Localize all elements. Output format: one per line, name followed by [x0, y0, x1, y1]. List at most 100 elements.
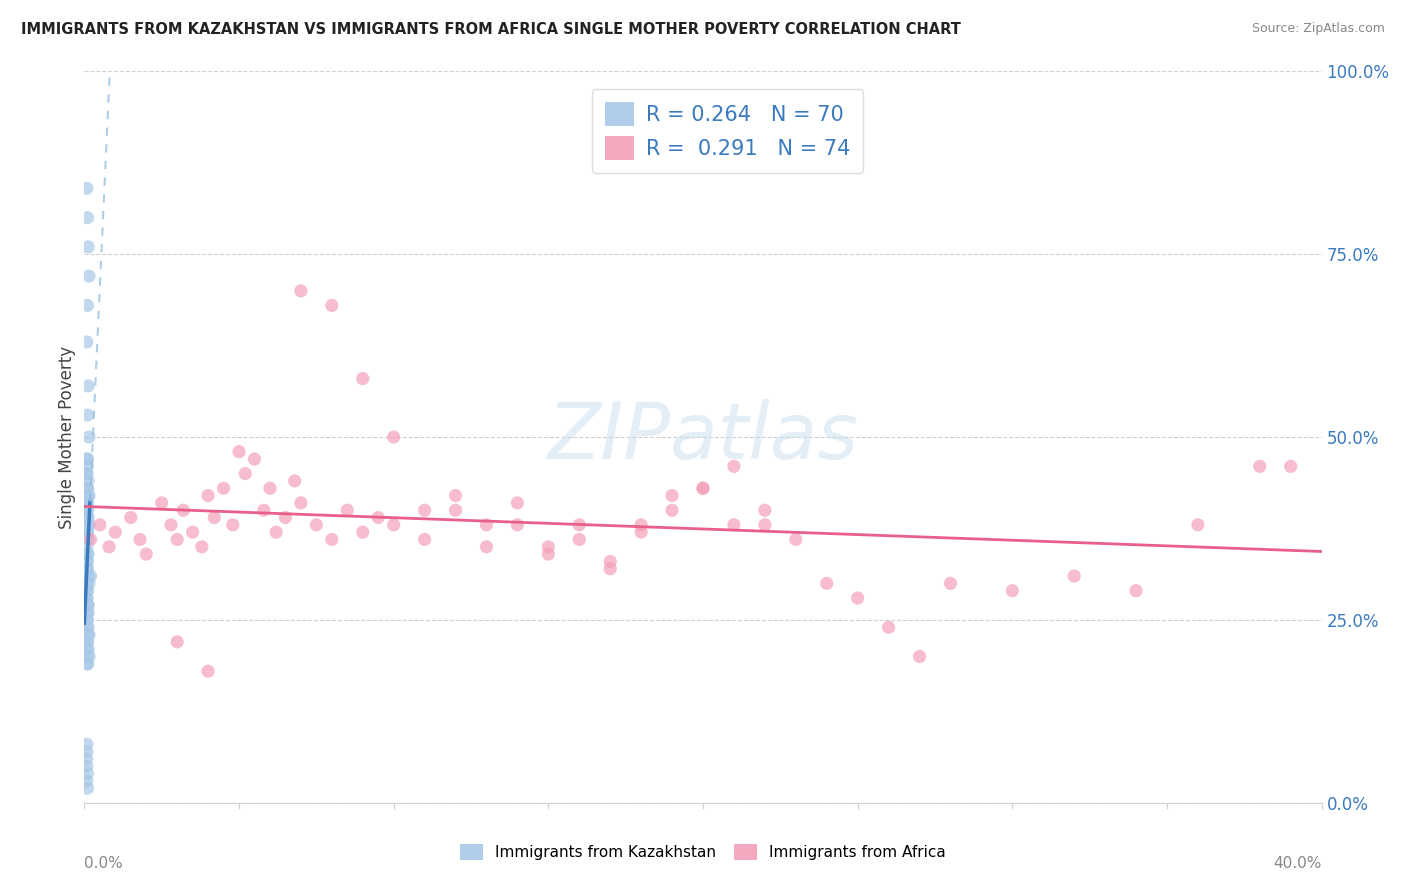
Point	[77, 240, 100, 254]
Point	[692, 481, 714, 495]
Point	[77, 379, 100, 393]
Point	[166, 533, 188, 547]
Point	[76, 525, 98, 540]
Point	[243, 452, 266, 467]
Point	[76, 540, 98, 554]
Point	[475, 517, 498, 532]
Point	[76, 211, 98, 225]
Point	[1279, 459, 1302, 474]
Point	[76, 298, 98, 312]
Point	[166, 635, 188, 649]
Point	[76, 591, 98, 605]
Point	[89, 517, 111, 532]
Point	[76, 562, 98, 576]
Text: Source: ZipAtlas.com: Source: ZipAtlas.com	[1251, 22, 1385, 36]
Point	[785, 533, 807, 547]
Point	[259, 481, 281, 495]
Point	[77, 269, 100, 284]
Point	[1125, 583, 1147, 598]
Legend: Immigrants from Kazakhstan, Immigrants from Africa: Immigrants from Kazakhstan, Immigrants f…	[454, 838, 952, 866]
Point	[274, 510, 297, 524]
Point	[321, 298, 343, 312]
Point	[253, 503, 276, 517]
Point	[77, 510, 100, 524]
Point	[76, 583, 98, 598]
Point	[599, 554, 621, 568]
Point	[661, 503, 683, 517]
Point	[77, 474, 100, 488]
Point	[321, 533, 343, 547]
Point	[77, 576, 100, 591]
Point	[754, 517, 776, 532]
Point	[367, 510, 389, 524]
Point	[76, 452, 98, 467]
Point	[76, 613, 98, 627]
Point	[1001, 583, 1024, 598]
Point	[76, 481, 98, 495]
Point	[264, 525, 287, 540]
Point	[382, 517, 405, 532]
Point	[630, 525, 652, 540]
Point	[129, 533, 152, 547]
Point	[76, 745, 98, 759]
Point	[284, 474, 307, 488]
Point	[506, 517, 529, 532]
Point	[305, 517, 328, 532]
Point	[172, 503, 194, 517]
Point	[76, 737, 98, 751]
Point	[475, 540, 498, 554]
Point	[77, 599, 100, 613]
Point	[290, 496, 312, 510]
Point	[76, 562, 98, 576]
Point	[76, 642, 98, 657]
Point	[76, 635, 98, 649]
Point	[222, 517, 245, 532]
Point	[382, 430, 405, 444]
Point	[150, 496, 173, 510]
Text: 40.0%: 40.0%	[1274, 856, 1322, 871]
Text: IMMIGRANTS FROM KAZAKHSTAN VS IMMIGRANTS FROM AFRICA SINGLE MOTHER POVERTY CORRE: IMMIGRANTS FROM KAZAKHSTAN VS IMMIGRANTS…	[21, 22, 960, 37]
Text: ZIPatlas: ZIPatlas	[547, 399, 859, 475]
Point	[76, 613, 98, 627]
Point	[76, 554, 98, 568]
Point	[77, 517, 100, 532]
Point	[537, 547, 560, 561]
Point	[1249, 459, 1271, 474]
Point	[77, 533, 100, 547]
Point	[76, 459, 98, 474]
Point	[77, 627, 100, 641]
Point	[191, 540, 214, 554]
Point	[76, 334, 98, 349]
Point	[444, 503, 467, 517]
Point	[77, 606, 100, 620]
Point	[444, 489, 467, 503]
Point	[77, 489, 100, 503]
Point	[599, 562, 621, 576]
Point	[352, 525, 374, 540]
Point	[76, 452, 98, 467]
Point	[76, 181, 98, 195]
Point	[815, 576, 838, 591]
Point	[233, 467, 256, 481]
Point	[76, 583, 98, 598]
Point	[336, 503, 359, 517]
Point	[79, 569, 101, 583]
Point	[197, 489, 219, 503]
Point	[77, 489, 100, 503]
Point	[1063, 569, 1085, 583]
Point	[76, 525, 98, 540]
Point	[76, 752, 98, 766]
Point	[77, 547, 100, 561]
Point	[77, 620, 100, 634]
Point	[79, 533, 101, 547]
Point	[413, 533, 436, 547]
Point	[76, 503, 98, 517]
Point	[76, 481, 98, 495]
Point	[202, 510, 225, 524]
Point	[846, 591, 869, 605]
Point	[76, 591, 98, 605]
Point	[76, 781, 98, 796]
Point	[212, 481, 235, 495]
Point	[352, 371, 374, 385]
Legend: R = 0.264   N = 70, R =  0.291   N = 74: R = 0.264 N = 70, R = 0.291 N = 74	[592, 89, 863, 173]
